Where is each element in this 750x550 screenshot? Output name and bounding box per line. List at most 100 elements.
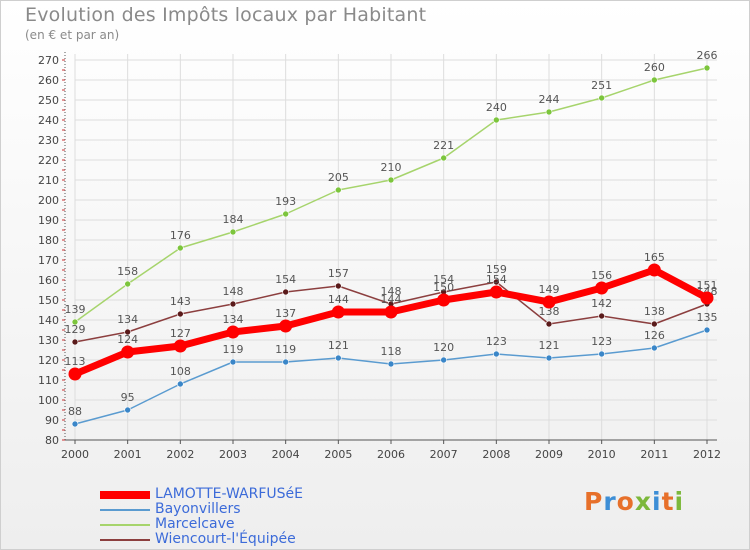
data-point [700,291,714,305]
data-label: 138 [539,305,560,318]
x-tick-label: 2003 [219,448,247,461]
legend-label: Wiencourt-l'Équipée [155,531,296,547]
legend-item: LAMOTTE-WARFUSéE [100,486,360,502]
data-point [387,360,395,368]
data-point [177,310,184,318]
data-point [598,350,605,358]
data-label: 137 [275,307,296,320]
data-point [493,278,500,286]
y-tick-label: 120 [38,354,59,367]
data-point [229,358,237,366]
data-label: 165 [644,251,665,264]
y-tick-label: 270 [38,54,59,67]
y-tick-label: 160 [38,274,59,287]
data-label: 144 [381,293,402,306]
data-label: 154 [275,273,296,286]
data-label: 138 [644,305,665,318]
chart-subtitle: (en € et par an) [25,28,120,42]
data-label: 184 [223,213,244,226]
legend: LAMOTTE-WARFUSéE Bayonvillers Marcelcave Wi… [100,486,360,547]
series-marcelcave: 139 158 176 184 193 205 210 221 240 244 251 260 266 [65,49,718,326]
x-tick-label: 2011 [640,448,668,461]
data-label: 205 [328,171,349,184]
x-tick-label: 2008 [482,448,510,461]
legend-swatch [100,509,150,511]
data-point [279,319,293,333]
data-label: 210 [381,161,402,174]
data-label: 139 [65,303,86,316]
data-label: 143 [170,295,191,308]
data-label: 159 [486,263,507,276]
series-bayonvillers: 88 95 108 119 119 121 118 120 123 121 123 126 135 [68,311,718,428]
data-label: 266 [697,49,718,62]
data-label: 148 [381,285,402,298]
data-point [71,318,79,326]
data-label: 134 [117,313,138,326]
x-tick-label: 2004 [272,448,300,461]
data-label: 119 [223,343,244,356]
data-label: 88 [68,405,82,418]
data-label: 154 [486,273,507,286]
y-tick-label: 220 [38,154,59,167]
y-tick-label: 200 [38,194,59,207]
data-point [229,228,237,236]
data-label: 251 [591,79,612,92]
x-tick-label: 2002 [166,448,194,461]
data-label: 123 [591,335,612,348]
legend-label: Marcelcave [155,516,235,532]
data-point [173,339,187,353]
data-point [493,350,500,358]
data-label: 127 [170,327,191,340]
data-point [651,76,658,84]
data-label: 150 [433,281,454,294]
data-point [545,108,553,116]
data-label: 126 [644,329,665,342]
x-tick-label: 2007 [430,448,458,461]
data-label: 118 [381,345,402,358]
y-tick-label: 80 [45,434,59,447]
x-tick-label: 2009 [535,448,563,461]
data-point [651,344,658,352]
y-tick-label: 90 [45,414,59,427]
y-tick-label: 100 [38,394,59,407]
data-point [595,281,609,295]
y-tick-label: 180 [38,234,59,247]
data-point [71,338,79,346]
data-label: 148 [223,285,244,298]
chart-title: Evolution des Impôts locaux par Habitant [25,4,427,26]
data-point [226,325,240,339]
data-label: 124 [117,333,138,346]
legend-swatch [100,491,150,499]
data-point [335,282,342,290]
y-tick-label: 210 [38,174,59,187]
data-point [71,420,79,428]
data-point [493,116,500,124]
data-label: 134 [223,313,244,326]
y-tick-label: 140 [38,314,59,327]
x-tick-label: 2001 [114,448,142,461]
data-label: 221 [433,139,454,152]
data-label: 123 [486,335,507,348]
data-point [177,244,184,252]
data-label: 193 [275,195,296,208]
data-label: 135 [697,311,718,324]
data-point [545,354,553,362]
y-tick-label: 190 [38,214,59,227]
data-point [68,367,82,381]
data-point [437,293,451,307]
data-point [282,288,289,296]
data-label: 244 [539,93,560,106]
data-point [440,356,447,364]
grid [74,54,717,441]
data-label: 121 [539,339,560,352]
data-point [545,320,553,328]
data-point [124,280,131,288]
data-label: 120 [433,341,454,354]
data-point [229,300,237,308]
y-tick-label: 150 [38,294,59,307]
proxiti-logo: Proxiti [584,487,685,516]
y-tick-label: 170 [38,254,59,267]
data-point [121,345,135,359]
data-point [177,380,184,388]
